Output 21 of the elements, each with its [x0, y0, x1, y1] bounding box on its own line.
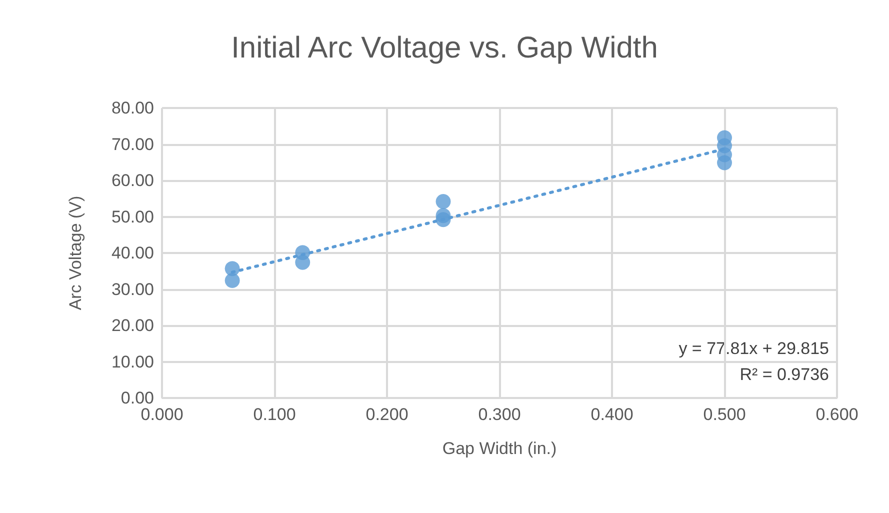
y-tick-label: 70.00: [111, 134, 154, 154]
y-tick-label: 10.00: [111, 352, 154, 372]
x-tick-label: 0.200: [366, 405, 408, 424]
x-axis-title: Gap Width (in.): [442, 439, 557, 458]
y-tick-label: 40.00: [111, 244, 154, 262]
x-tick-label: 0.400: [590, 405, 634, 424]
chart-title: Initial Arc Voltage vs. Gap Width: [231, 32, 658, 64]
y-axis-title: Arc Voltage (V): [66, 196, 85, 310]
y-tick-label: 0.00: [120, 388, 154, 408]
x-tick-label: 0.600: [816, 405, 858, 424]
y-tick-label: 80.00: [111, 98, 154, 118]
x-tick-label: 0.000: [140, 405, 184, 424]
y-tick-label: 50.00: [111, 207, 154, 226]
y-tick-label: 20.00: [111, 316, 154, 335]
y-tick-label: 60.00: [111, 171, 154, 190]
x-tick-label: 0.100: [253, 405, 296, 424]
y-tick-label: 30.00: [111, 280, 154, 299]
annotation: R² = 0.9736: [740, 365, 829, 384]
x-tick-label: 0.300: [478, 405, 521, 424]
annotation: y = 77.81x + 29.815: [678, 339, 829, 358]
x-tick-label: 0.500: [703, 405, 746, 424]
